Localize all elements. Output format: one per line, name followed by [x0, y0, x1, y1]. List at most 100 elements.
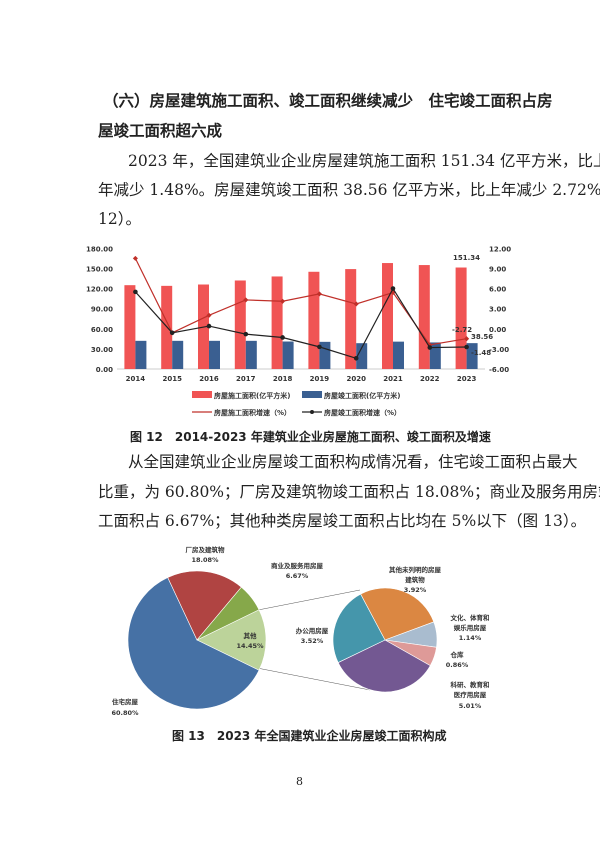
pct-culture: 1.14%	[459, 634, 482, 642]
label-research: 科研、教育和	[451, 680, 490, 689]
left-tick-label: 90.00	[91, 306, 113, 314]
x-tick-label: 2019	[310, 375, 330, 383]
x-tick-label: 2023	[457, 375, 477, 383]
point-completed-growth	[353, 355, 359, 361]
pct-unlisted: 3.92%	[404, 586, 427, 594]
point-completed-growth	[206, 323, 212, 329]
x-tick-label: 2016	[199, 375, 219, 383]
point-construction-growth	[132, 255, 138, 261]
point-completed-growth	[280, 335, 285, 340]
label-unlisted-2: 建筑物	[404, 575, 425, 584]
para2-line2: 比重，为 60.80%；厂房及建筑物竣工面积占 18.08%；商业及服务用房竣	[98, 483, 600, 501]
para2-line1: 从全国建筑业企业房屋竣工面积构成情况看，住宅竣工面积占最大	[128, 453, 578, 471]
left-tick-label: 120.00	[86, 286, 113, 294]
figure13-caption: 图 13 2023 年全国建筑业企业房屋竣工面积构成	[172, 729, 447, 743]
page-number: 8	[296, 775, 303, 788]
bar-construction	[455, 267, 467, 369]
legend-swatch	[192, 391, 212, 398]
label-other: 其他	[244, 631, 258, 640]
breakout-slice	[332, 593, 386, 663]
data-label: 151.34	[453, 254, 480, 262]
right-tick-label: 12.00	[489, 245, 511, 253]
para1-line2: 年减少 1.48%。房屋建筑竣工面积 38.56 亿平方米，比上年减少 2.72…	[98, 181, 600, 199]
x-tick-label: 2022	[420, 375, 440, 383]
left-tick-label: 150.00	[86, 265, 113, 273]
point-completed-growth	[464, 344, 469, 350]
pct-factory: 18.08%	[191, 556, 219, 564]
legend-label: 房屋施工面积(亿平方米)	[214, 391, 290, 400]
point-completed-growth	[133, 289, 138, 295]
label-commercial: 商业及服务用房屋	[271, 561, 324, 570]
pie-slice	[196, 609, 267, 671]
label-culture: 文化、体育和	[450, 613, 490, 622]
bar-completed	[282, 341, 294, 369]
pie-slice	[196, 586, 260, 641]
bar-construction	[418, 265, 430, 369]
right-tick-label: 3.00	[489, 306, 506, 314]
left-tick-label: 60.00	[91, 326, 113, 334]
point-completed-growth	[317, 344, 322, 350]
pct-other: 14.45%	[236, 642, 264, 650]
pct-warehouse: 0.86%	[446, 661, 469, 669]
x-tick-label: 2017	[236, 375, 256, 383]
pie-of-pie-chart: 厂房及建筑物 18.08% 商业及服务用房屋 6.67% 其他 14.45% 住宅房屋 60.…	[111, 545, 490, 717]
bar-completed	[135, 340, 147, 369]
pie-slice	[167, 570, 242, 641]
label-residential: 住宅房屋	[112, 697, 139, 706]
data-label: 38.56	[471, 333, 493, 341]
line-construction-growth	[134, 258, 467, 346]
breakout-slice	[337, 639, 431, 693]
point-completed-growth	[427, 345, 433, 350]
label-unlisted: 其他未列明的房屋	[389, 565, 442, 574]
bar-completed	[209, 340, 220, 369]
x-tick-label: 2014	[126, 375, 146, 383]
x-tick-label: 2015	[162, 375, 182, 383]
bar-completed	[466, 343, 478, 369]
breakout-slice	[360, 587, 435, 641]
bar-completed	[245, 340, 257, 369]
bar-construction	[382, 263, 393, 369]
legend-label: 房屋施工面积增速（%）	[214, 408, 291, 417]
bar-completed	[172, 340, 184, 369]
right-tick-label: -6.00	[489, 366, 509, 374]
bar-completed	[429, 342, 441, 369]
connector-line	[257, 589, 361, 611]
pct-commercial: 6.67%	[286, 572, 309, 580]
legend-swatch	[302, 391, 322, 398]
right-tick-label: -3.00	[489, 346, 509, 354]
bar-construction	[124, 285, 136, 369]
legend-marker	[310, 410, 314, 414]
x-tick-label: 2018	[273, 375, 293, 383]
para2-line3: 工面积占 6.67%；其他种类房屋竣工面积占比均在 5%以下（图 13）。	[98, 512, 587, 530]
label-culture-2: 娱乐用房屋	[454, 623, 487, 632]
para1-line3: 12）。	[98, 210, 141, 228]
left-tick-label: 180.00	[86, 245, 113, 253]
right-tick-label: 0.00	[489, 326, 506, 334]
connector-line	[256, 667, 371, 691]
point-completed-growth	[169, 330, 175, 336]
bar-construction	[234, 280, 246, 369]
bar-line-chart: 0.00 30.00 60.00 90.00 120.00 150.00 180.00 -6.…	[86, 245, 511, 417]
label-factory: 厂房及建筑物	[186, 545, 226, 554]
bar-completed	[356, 343, 368, 369]
pct-residential: 60.80%	[111, 709, 139, 717]
right-tick-label: 6.00	[489, 286, 506, 294]
section-heading-line1: （六）房屋建筑施工面积、竣工面积继续减少 住宅竣工面积占房	[103, 91, 553, 110]
para1-line1: 2023 年，全国建筑业企业房屋建筑施工面积 151.34 亿平方米，比上	[128, 152, 600, 170]
line-completed-growth	[134, 287, 467, 359]
bar-construction	[308, 271, 320, 369]
bar-completed	[393, 341, 404, 369]
point-construction-growth	[353, 301, 359, 307]
data-label: -1.48	[471, 349, 491, 357]
section-heading-line2: 屋竣工面积超六成	[98, 121, 223, 140]
left-tick-label: 0.00	[96, 366, 113, 374]
data-label: -2.72	[452, 326, 472, 334]
bar-construction	[345, 269, 357, 369]
left-tick-label: 30.00	[91, 346, 113, 354]
bar-construction	[271, 276, 283, 369]
point-completed-growth	[243, 331, 249, 337]
label-warehouse: 仓库	[450, 650, 465, 659]
figure12-caption: 图 12 2014-2023 年建筑业企业房屋施工面积、竣工面积及增速	[130, 430, 491, 444]
x-tick-label: 2021	[383, 375, 403, 383]
point-completed-growth	[390, 286, 396, 291]
